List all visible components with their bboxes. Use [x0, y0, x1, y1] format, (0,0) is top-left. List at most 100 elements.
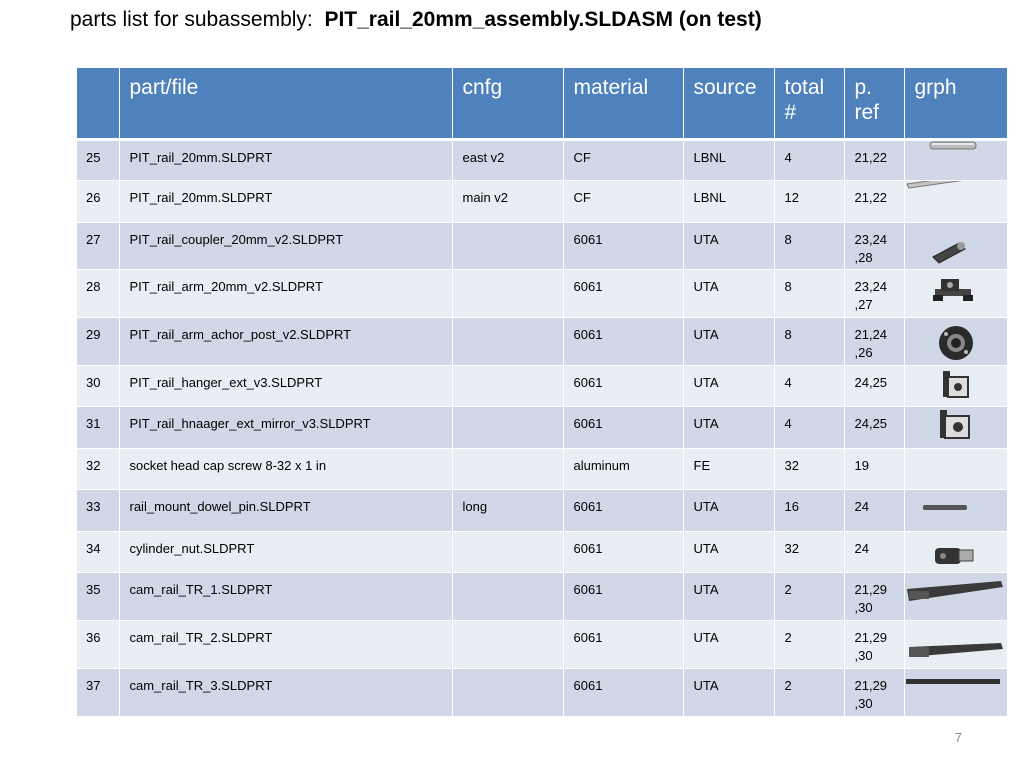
material: 6061	[563, 668, 684, 717]
total-count: 4	[774, 139, 845, 181]
page-ref: 23,24 ,28	[844, 222, 905, 270]
title-prefix: parts list for subassembly:	[70, 8, 313, 31]
part-file: cylinder_nut.SLDPRT	[119, 531, 453, 573]
table-row: 37 cam_rail_TR_3.SLDPRT 6061 UTA 2 21,29 ,30	[77, 668, 1007, 717]
material: 6061	[563, 572, 684, 621]
row-number: 26	[77, 180, 120, 223]
row-number: 34	[77, 531, 120, 573]
table-row: 27 PIT_rail_coupler_20mm_v2.SLDPRT 6061 UTA…	[77, 222, 1007, 270]
total-count: 32	[774, 531, 845, 573]
row-number: 32	[77, 448, 120, 490]
header-index	[77, 68, 120, 141]
cnfg	[452, 365, 564, 407]
anchor-post-icon	[937, 324, 975, 362]
cnfg	[452, 269, 564, 318]
grph-cell	[904, 139, 1007, 181]
total-count: 32	[774, 448, 845, 490]
material: 6061	[563, 531, 684, 573]
part-file: PIT_rail_coupler_20mm_v2.SLDPRT	[119, 222, 453, 270]
table-row: 29 PIT_rail_arm_achor_post_v2.SLDPRT 6061 U…	[77, 317, 1007, 366]
long-rod-icon	[905, 180, 989, 191]
header-grph: grph	[904, 68, 1007, 141]
source: UTA	[683, 222, 775, 270]
page-ref: 21,24 ,26	[844, 317, 905, 366]
header-material: material	[563, 68, 684, 141]
cam-rail-1-icon	[905, 579, 1005, 607]
table-row: 30 PIT_rail_hanger_ext_v3.SLDPRT 6061 UTA 4 2…	[77, 365, 1007, 407]
cnfg	[452, 317, 564, 366]
part-file: socket head cap screw 8-32 x 1 in	[119, 448, 453, 490]
row-number: 29	[77, 317, 120, 366]
slide-title: parts list for subassembly: PIT_rail_20m…	[70, 8, 762, 32]
cnfg	[452, 668, 564, 717]
cam-rail-3-icon	[905, 674, 1001, 684]
total-count: 8	[774, 269, 845, 318]
material: CF	[563, 180, 684, 223]
total-count: 4	[774, 406, 845, 449]
source: UTA	[683, 269, 775, 318]
row-number: 31	[77, 406, 120, 449]
page-ref: 24,25	[844, 406, 905, 449]
grph-cell	[904, 668, 1007, 717]
material: 6061	[563, 620, 684, 669]
total-count: 8	[774, 317, 845, 366]
page-ref: 24	[844, 489, 905, 532]
table-row: 36 cam_rail_TR_2.SLDPRT 6061 UTA 2 21,29 ,30	[77, 620, 1007, 669]
total-count: 16	[774, 489, 845, 532]
assembly-name: PIT_rail_20mm_assembly.SLDASM (on test)	[324, 8, 762, 31]
grph-cell	[904, 180, 1007, 223]
row-number: 28	[77, 269, 120, 318]
header-p-ref: p. ref	[844, 68, 905, 141]
grph-cell	[904, 365, 1007, 407]
row-number: 37	[77, 668, 120, 717]
grph-cell	[904, 406, 1007, 449]
grph-cell	[904, 222, 1007, 270]
source: UTA	[683, 406, 775, 449]
table-row: 33 rail_mount_dowel_pin.SLDPRT long 6061 UTA…	[77, 489, 1007, 532]
table-row: 28 PIT_rail_arm_20mm_v2.SLDPRT 6061 UTA 8 23,…	[77, 269, 1007, 318]
source: UTA	[683, 489, 775, 532]
short-rod-icon	[929, 140, 977, 156]
source: FE	[683, 448, 775, 490]
source: UTA	[683, 668, 775, 717]
table-row: 25 PIT_rail_20mm.SLDPRT east v2 CF LBNL 4 21,2…	[77, 139, 1007, 181]
source: LBNL	[683, 139, 775, 181]
material: 6061	[563, 222, 684, 270]
page-ref: 21,22	[844, 139, 905, 181]
part-file: PIT_rail_arm_achor_post_v2.SLDPRT	[119, 317, 453, 366]
material: 6061	[563, 489, 684, 532]
table-row: 32 socket head cap screw 8-32 x 1 in alumi…	[77, 448, 1007, 490]
grph-cell	[904, 531, 1007, 573]
total-count: 2	[774, 572, 845, 621]
part-file: PIT_rail_arm_20mm_v2.SLDPRT	[119, 269, 453, 318]
row-number: 30	[77, 365, 120, 407]
page-ref: 21,29 ,30	[844, 668, 905, 717]
cnfg: main v2	[452, 180, 564, 223]
source: UTA	[683, 365, 775, 407]
cnfg	[452, 572, 564, 621]
table-row: 34 cylinder_nut.SLDPRT 6061 UTA 32 24	[77, 531, 1007, 573]
material: CF	[563, 139, 684, 181]
parts-table: part/file cnfg material source total # p…	[77, 68, 1007, 717]
cnfg	[452, 620, 564, 669]
row-number: 33	[77, 489, 120, 532]
part-file: PIT_rail_hnaager_ext_mirror_v3.SLDPRT	[119, 406, 453, 449]
material: 6061	[563, 269, 684, 318]
grph-cell	[904, 317, 1007, 366]
page-ref: 21,29 ,30	[844, 572, 905, 621]
cnfg: long	[452, 489, 564, 532]
grph-cell	[904, 620, 1007, 669]
page-ref: 19	[844, 448, 905, 490]
material: 6061	[563, 365, 684, 407]
cnfg	[452, 222, 564, 270]
page-ref: 23,24 ,27	[844, 269, 905, 318]
row-number: 25	[77, 139, 120, 181]
source: UTA	[683, 317, 775, 366]
header-part-file: part/file	[119, 68, 453, 141]
table-row: 31 PIT_rail_hnaager_ext_mirror_v3.SLDPRT 6…	[77, 406, 1007, 449]
part-file: cam_rail_TR_1.SLDPRT	[119, 572, 453, 621]
material: aluminum	[563, 448, 684, 490]
total-count: 8	[774, 222, 845, 270]
part-file: PIT_rail_hanger_ext_v3.SLDPRT	[119, 365, 453, 407]
grph-cell	[904, 489, 1007, 532]
